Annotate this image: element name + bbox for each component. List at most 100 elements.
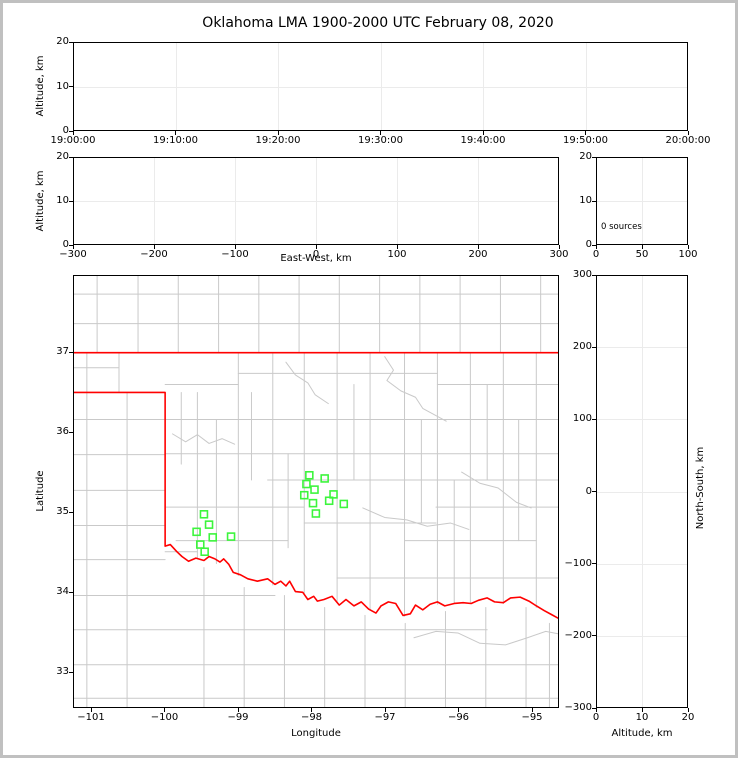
river-line [461, 471, 532, 509]
x-tick-label: 200 [468, 249, 488, 260]
y-tick-mark [592, 491, 596, 492]
x-tick-label: −97 [374, 712, 396, 723]
y-tick-label: 300 [572, 269, 592, 280]
x-tick-mark [311, 708, 312, 712]
y-tick-label: 0 [585, 239, 592, 250]
lma-station-marker [311, 509, 321, 518]
x-tick-mark [531, 708, 533, 712]
lma-station-marker [320, 474, 329, 483]
x-tick-mark [595, 708, 597, 712]
lma-station-marker [308, 498, 318, 508]
y-tick-mark [69, 431, 73, 433]
y-tick-label: −100 [564, 557, 592, 569]
x-tick-mark [687, 708, 689, 712]
y-tick-mark [69, 671, 73, 673]
x-tick-mark [277, 131, 279, 135]
lma-station-marker [324, 496, 334, 506]
x-tick-label: −95 [521, 712, 543, 723]
x-axis-label-eastwest: East-West, km [280, 253, 352, 264]
gridline-horizontal [597, 419, 687, 421]
river-line [285, 361, 329, 405]
x-tick-label: −300 [59, 249, 87, 260]
river-line [362, 507, 470, 530]
y-tick-label: 20 [56, 151, 69, 162]
x-tick-label: 100 [678, 249, 698, 260]
x-tick-label: 19:00:00 [50, 135, 96, 146]
lma-station-marker [339, 499, 349, 509]
y-tick-label: 10 [579, 195, 592, 206]
gridline-horizontal [597, 491, 687, 493]
gridline-horizontal [74, 86, 687, 88]
x-tick-label: 300 [549, 249, 569, 260]
y-tick-mark [69, 511, 73, 513]
x-tick-label: 20:00:00 [665, 135, 711, 146]
lma-station-marker [208, 533, 218, 542]
lma-station-marker [195, 540, 205, 549]
y-tick-mark [592, 635, 596, 637]
gridline-horizontal [597, 635, 687, 637]
x-tick-mark [687, 245, 689, 249]
x-tick-mark [558, 245, 560, 249]
x-tick-label: −96 [447, 712, 470, 723]
y-tick-label: 200 [572, 341, 592, 353]
y-tick-mark [69, 591, 73, 593]
x-tick-label: 19:50:00 [563, 135, 608, 146]
panel-map [73, 275, 559, 708]
y-tick-mark [69, 86, 73, 87]
x-tick-label: −100 [150, 712, 179, 723]
y-tick-mark [592, 200, 596, 202]
y-tick-label: 20 [56, 36, 69, 47]
map-canvas [74, 276, 558, 707]
y-tick-mark [592, 346, 596, 348]
x-tick-label: 100 [387, 249, 407, 260]
figure-title: Oklahoma LMA 1900-2000 UTC February 08, … [202, 15, 554, 31]
x-tick-mark [458, 708, 459, 712]
gridline-horizontal [597, 563, 687, 565]
y-tick-label: 10 [56, 195, 69, 206]
y-tick-mark [69, 130, 73, 132]
y-tick-label: 33 [56, 666, 69, 677]
x-tick-mark [153, 245, 155, 249]
lma-station-marker [302, 479, 311, 489]
gridline-horizontal [597, 201, 687, 202]
x-tick-label: 50 [635, 249, 649, 260]
y-axis-label-northsouth: North-South, km [695, 446, 706, 530]
lma-station-marker [310, 485, 319, 494]
x-tick-mark [482, 131, 484, 135]
sources-count-annotation: 0 sources [601, 222, 642, 232]
y-tick-label: −200 [564, 629, 592, 641]
x-tick-label: 20 [681, 712, 695, 723]
lma-station-marker [200, 547, 209, 557]
y-tick-mark [69, 244, 73, 246]
river-line [171, 433, 236, 445]
x-tick-label: 19:40:00 [460, 135, 506, 146]
y-tick-mark [592, 563, 596, 565]
lma-station-marker [192, 527, 201, 537]
state-border-line [74, 391, 558, 620]
lma-station-marker [226, 532, 236, 541]
x-tick-label: −200 [140, 249, 168, 260]
x-tick-mark [164, 708, 165, 712]
panel-eastwest-altitude [73, 157, 559, 245]
y-tick-label: 100 [572, 413, 592, 425]
lma-station-marker [305, 470, 314, 480]
x-tick-mark [477, 245, 479, 249]
x-tick-label: −100 [221, 249, 249, 260]
x-tick-label: −98 [300, 712, 323, 723]
x-tick-mark [595, 245, 597, 249]
y-tick-mark [69, 200, 73, 202]
y-tick-label: 34 [56, 586, 69, 597]
x-axis-label-longitude: Longitude [291, 728, 341, 739]
x-tick-mark [641, 708, 643, 712]
y-tick-mark [592, 156, 596, 158]
y-tick-label: 0 [62, 239, 69, 250]
y-tick-label: 20 [579, 151, 592, 162]
y-tick-label: 0 [62, 125, 69, 136]
x-tick-mark [72, 245, 74, 249]
y-tick-mark [69, 156, 73, 158]
y-tick-label: 0 [585, 485, 592, 497]
x-tick-mark [641, 245, 643, 249]
x-tick-label: 19:10:00 [153, 135, 198, 146]
x-tick-mark [380, 131, 381, 135]
